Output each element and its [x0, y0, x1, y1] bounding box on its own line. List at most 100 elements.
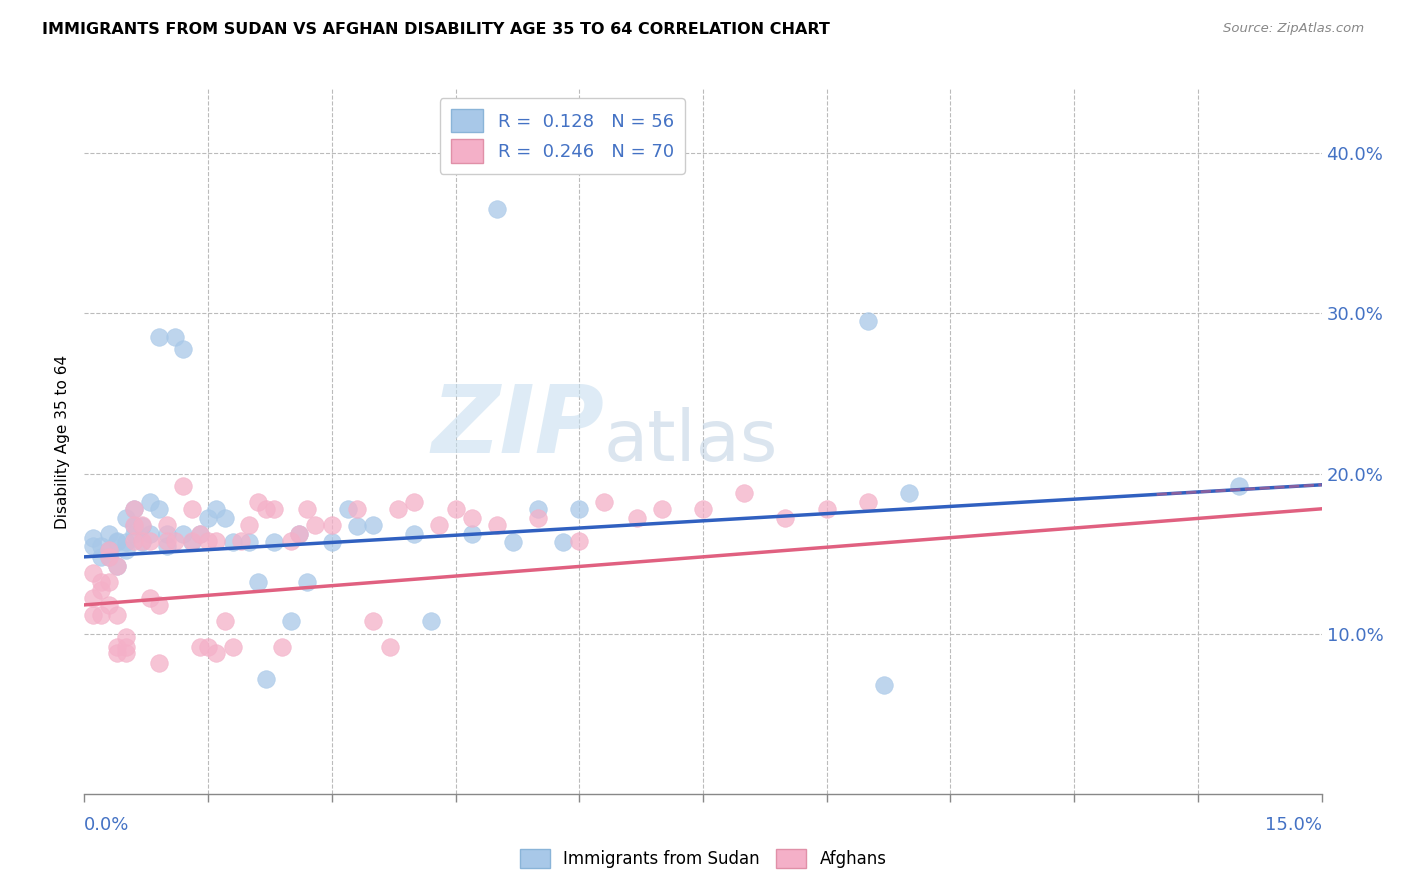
Point [733, 485, 755, 500]
Point [254, 672, 277, 686]
Point [156, 527, 179, 541]
Point [105, 559, 128, 574]
Point [105, 533, 128, 548]
Point [139, 527, 162, 541]
Point [197, 511, 219, 525]
Legend: Immigrants from Sudan, Afghans: Immigrants from Sudan, Afghans [513, 842, 893, 875]
Point [444, 501, 467, 516]
Point [485, 202, 508, 217]
Point [485, 517, 508, 532]
Text: 0.0%: 0.0% [84, 816, 129, 834]
Point [387, 501, 409, 516]
Point [156, 539, 179, 553]
Point [461, 527, 484, 541]
Point [361, 517, 384, 532]
Point [502, 535, 524, 549]
Point [856, 495, 879, 509]
Point [651, 501, 673, 516]
Point [229, 533, 252, 548]
Point [898, 485, 921, 500]
Point [90, 607, 112, 622]
Point [82, 539, 104, 553]
Point [82, 566, 104, 580]
Point [90, 549, 112, 564]
Point [427, 517, 450, 532]
Point [172, 479, 194, 493]
Point [90, 583, 112, 598]
Point [114, 646, 136, 660]
Point [172, 527, 194, 541]
Point [254, 501, 277, 516]
Point [148, 501, 170, 516]
Point [131, 533, 153, 548]
Point [188, 640, 211, 654]
Point [105, 640, 128, 654]
Point [295, 575, 318, 590]
Point [551, 535, 574, 549]
Point [337, 501, 360, 516]
Point [98, 575, 121, 590]
Point [321, 517, 343, 532]
Point [288, 527, 311, 541]
Point [122, 533, 145, 548]
Point [82, 591, 104, 606]
Point [527, 511, 550, 525]
Point [626, 511, 648, 525]
Point [263, 501, 285, 516]
Text: atlas: atlas [605, 407, 779, 476]
Point [295, 501, 318, 516]
Point [114, 535, 136, 549]
Point [131, 535, 153, 549]
Point [568, 501, 591, 516]
Point [90, 539, 112, 553]
Point [139, 591, 162, 606]
Point [280, 533, 302, 548]
Point [593, 495, 616, 509]
Point [98, 527, 121, 541]
Point [214, 511, 236, 525]
Point [263, 535, 285, 549]
Point [304, 517, 326, 532]
Point [346, 501, 368, 516]
Point [148, 598, 170, 612]
Point [1227, 479, 1250, 493]
Text: IMMIGRANTS FROM SUDAN VS AFGHAN DISABILITY AGE 35 TO 64 CORRELATION CHART: IMMIGRANTS FROM SUDAN VS AFGHAN DISABILI… [42, 22, 830, 37]
Point [856, 314, 879, 328]
Point [114, 511, 136, 525]
Point [165, 330, 187, 344]
Point [82, 607, 104, 622]
Point [419, 614, 441, 628]
Point [246, 575, 269, 590]
Point [321, 535, 343, 549]
Point [361, 614, 384, 628]
Point [114, 640, 136, 654]
Point [214, 614, 236, 628]
Point [148, 656, 170, 670]
Point [114, 630, 136, 644]
Point [527, 501, 550, 516]
Point [692, 501, 714, 516]
Point [122, 501, 145, 516]
Point [131, 519, 153, 533]
Point [139, 495, 162, 509]
Point [156, 533, 179, 548]
Point [122, 527, 145, 541]
Text: 15.0%: 15.0% [1264, 816, 1322, 834]
Point [122, 501, 145, 516]
Point [222, 640, 245, 654]
Point [197, 640, 219, 654]
Point [98, 543, 121, 558]
Point [139, 533, 162, 548]
Point [105, 559, 128, 574]
Point [280, 614, 302, 628]
Point [105, 646, 128, 660]
Text: ZIP: ZIP [432, 382, 605, 474]
Point [188, 527, 211, 541]
Point [197, 533, 219, 548]
Point [815, 501, 838, 516]
Point [90, 575, 112, 590]
Point [122, 519, 145, 533]
Point [188, 527, 211, 541]
Point [346, 519, 368, 533]
Point [180, 501, 202, 516]
